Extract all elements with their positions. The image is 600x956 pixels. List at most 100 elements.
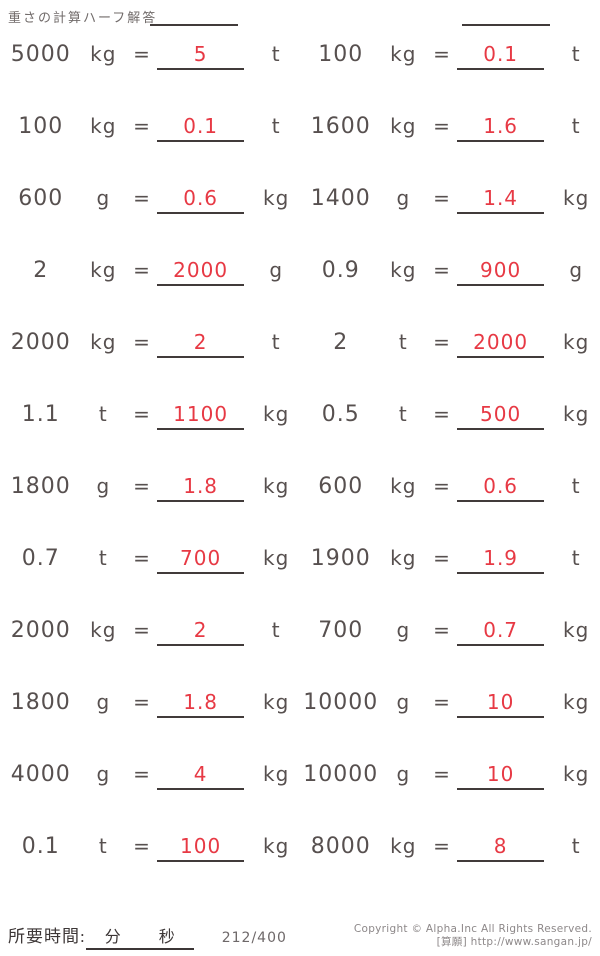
answer-value: 1100 xyxy=(173,402,229,426)
unit-from: g xyxy=(396,762,411,786)
unit-from: t xyxy=(98,546,108,570)
answer-blank: 4 xyxy=(156,762,245,790)
copyright: Copyright © Alpha.Inc All Rights Reserve… xyxy=(354,923,592,950)
equals-sign: = xyxy=(433,186,451,210)
conversion-problem: 0.1 t = 100 kg xyxy=(0,834,300,906)
quantity-value: 10000 xyxy=(303,690,379,715)
quantity-value: 0.5 xyxy=(321,402,360,427)
answer-blank: 0.1 xyxy=(456,42,545,70)
answer-value: 4 xyxy=(193,762,208,786)
conversion-problem: 0.9 kg = 900 g xyxy=(300,258,600,330)
answer-value: 2 xyxy=(193,618,208,642)
equals-sign: = xyxy=(133,762,151,786)
quantity-value: 1.1 xyxy=(21,402,60,427)
conversion-problem: 2000 kg = 2 t xyxy=(0,618,300,690)
page-title: 重さの計算ハーフ解答 xyxy=(8,10,158,25)
answer-blank: 2000 xyxy=(456,330,545,358)
unit-to: t xyxy=(271,618,281,642)
unit-from: kg xyxy=(390,258,417,282)
unit-from: kg xyxy=(390,546,417,570)
quantity-value: 10000 xyxy=(303,762,379,787)
unit-from: g xyxy=(396,618,411,642)
unit-to: t xyxy=(571,834,581,858)
conversion-problem: 10000 g = 10 kg xyxy=(300,690,600,762)
unit-from: t xyxy=(398,330,408,354)
answer-value: 1.9 xyxy=(483,546,519,570)
answer-blank: 0.7 xyxy=(456,618,545,646)
equals-sign: = xyxy=(133,114,151,138)
unit-from: kg xyxy=(90,258,117,282)
quantity-value: 600 xyxy=(318,474,364,499)
conversion-problem: 700 g = 0.7 kg xyxy=(300,618,600,690)
conversion-problem: 1600 kg = 1.6 t xyxy=(300,114,600,186)
quantity-value: 8000 xyxy=(310,834,371,859)
quantity-value: 0.9 xyxy=(321,258,360,283)
equals-sign: = xyxy=(133,186,151,210)
answer-blank: 1.6 xyxy=(456,114,545,142)
conversion-problem: 2 t = 2000 kg xyxy=(300,330,600,402)
unit-to: kg xyxy=(563,330,590,354)
conversion-problem: 1.1 t = 1100 kg xyxy=(0,402,300,474)
unit-from: g xyxy=(96,762,111,786)
unit-from: kg xyxy=(390,834,417,858)
conversion-problem: 10000 g = 10 kg xyxy=(300,762,600,834)
conversion-problem: 1800 g = 1.8 kg xyxy=(0,474,300,546)
quantity-value: 1800 xyxy=(10,474,71,499)
unit-from: t xyxy=(98,402,108,426)
answer-blank: 2000 xyxy=(156,258,245,286)
unit-from: t xyxy=(398,402,408,426)
unit-from: g xyxy=(96,186,111,210)
answer-blank: 5 xyxy=(156,42,245,70)
quantity-value: 1900 xyxy=(310,546,371,571)
answer-value: 100 xyxy=(180,834,222,858)
unit-to: kg xyxy=(263,546,290,570)
unit-from: kg xyxy=(390,42,417,66)
equals-sign: = xyxy=(433,762,451,786)
name-line-right xyxy=(462,24,550,26)
unit-to: kg xyxy=(563,690,590,714)
equals-sign: = xyxy=(433,618,451,642)
answer-blank: 10 xyxy=(456,762,545,790)
unit-to: t xyxy=(571,546,581,570)
equals-sign: = xyxy=(433,114,451,138)
conversion-problem: 2000 kg = 2 t xyxy=(0,330,300,402)
answer-value: 2000 xyxy=(473,330,529,354)
conversion-problem: 8000 kg = 8 t xyxy=(300,834,600,906)
answer-blank: 0.6 xyxy=(156,186,245,214)
conversion-problem: 600 kg = 0.6 t xyxy=(300,474,600,546)
answer-blank: 100 xyxy=(156,834,245,862)
answer-value: 1.8 xyxy=(183,474,219,498)
quantity-value: 1800 xyxy=(10,690,71,715)
equals-sign: = xyxy=(433,258,451,282)
unit-from: g xyxy=(396,186,411,210)
equals-sign: = xyxy=(433,834,451,858)
unit-from: kg xyxy=(390,474,417,498)
quantity-value: 100 xyxy=(18,114,64,139)
answer-value: 2000 xyxy=(173,258,229,282)
unit-to: kg xyxy=(263,834,290,858)
unit-to: t xyxy=(571,42,581,66)
answer-blank: 2 xyxy=(156,330,245,358)
answer-value: 500 xyxy=(480,402,522,426)
time-blank: 分 秒 xyxy=(85,923,194,950)
quantity-value: 600 xyxy=(18,186,64,211)
answer-value: 0.6 xyxy=(183,186,219,210)
equals-sign: = xyxy=(433,690,451,714)
unit-to: kg xyxy=(563,402,590,426)
answer-value: 5 xyxy=(193,42,208,66)
time-section: 所要時間: 分 秒 212/400 xyxy=(8,922,287,950)
page-number: 212/400 xyxy=(221,930,287,946)
equals-sign: = xyxy=(133,690,151,714)
unit-to: t xyxy=(571,474,581,498)
answer-blank: 1.8 xyxy=(156,690,245,718)
time-label: 所要時間: xyxy=(8,927,86,946)
unit-from: g xyxy=(96,474,111,498)
unit-to: g xyxy=(269,258,284,282)
answer-value: 0.1 xyxy=(183,114,219,138)
problems-grid: 5000 kg = 5 t 100 kg = 0.1 t 100 kg = 0.… xyxy=(0,42,600,906)
conversion-problem: 1900 kg = 1.9 t xyxy=(300,546,600,618)
answer-value: 0.6 xyxy=(483,474,519,498)
answer-value: 10 xyxy=(486,762,515,786)
minutes-label: 分 xyxy=(104,929,121,946)
conversion-problem: 1800 g = 1.8 kg xyxy=(0,690,300,762)
